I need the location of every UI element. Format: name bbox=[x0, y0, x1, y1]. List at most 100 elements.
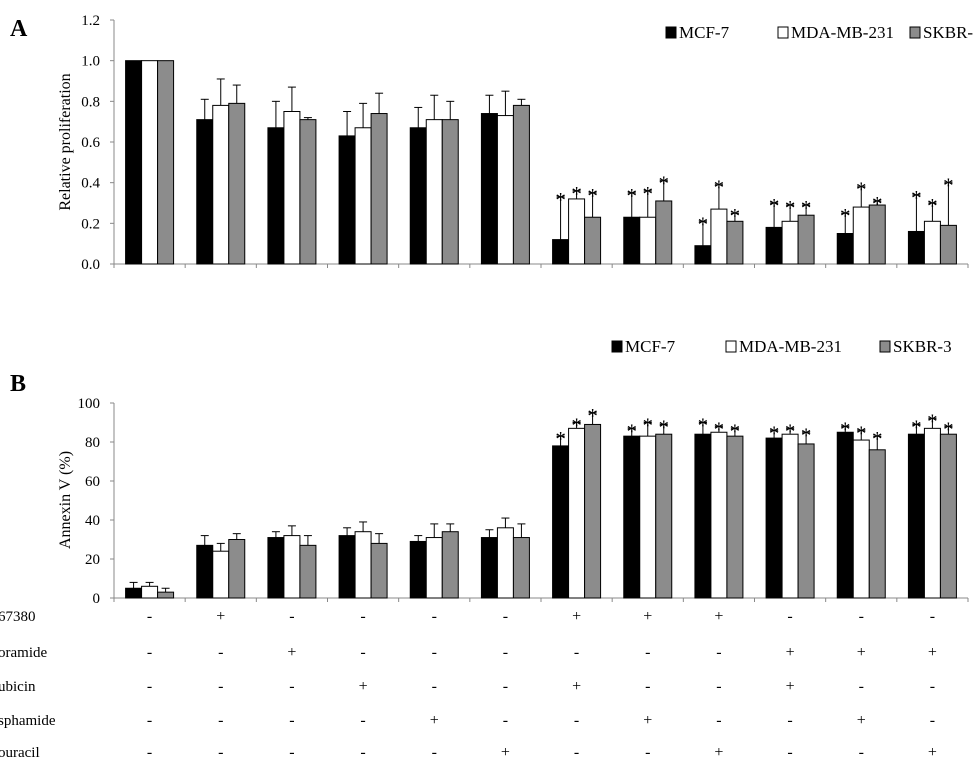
treatment-minus: - bbox=[147, 744, 152, 761]
bar-mcf-7 bbox=[338, 535, 356, 599]
bar-mcf-7 bbox=[836, 233, 854, 265]
treatment-minus: - bbox=[503, 644, 508, 661]
treatment-minus: - bbox=[360, 744, 365, 761]
bar-mcf-7 bbox=[125, 60, 143, 265]
treatment-minus: - bbox=[218, 712, 223, 729]
significance-star: * bbox=[872, 192, 883, 216]
bar-mda-mb-231 bbox=[852, 439, 870, 599]
bar-mcf-7 bbox=[409, 540, 427, 599]
bar-mda-mb-231 bbox=[923, 427, 941, 599]
treatment-minus: - bbox=[503, 678, 508, 695]
bar-mda-mb-231 bbox=[212, 550, 230, 599]
significance-star: * bbox=[555, 188, 566, 212]
treatment-minus: - bbox=[147, 712, 152, 729]
bar-mda-mb-231 bbox=[781, 220, 799, 265]
treatment-minus: - bbox=[432, 744, 437, 761]
treatment-minus: - bbox=[147, 608, 152, 625]
bar-skbr-3 bbox=[939, 433, 957, 599]
treatment-minus: - bbox=[360, 712, 365, 729]
bar-mcf-7 bbox=[267, 127, 285, 265]
bar-mda-mb-231 bbox=[141, 585, 159, 599]
bar-mda-mb-231 bbox=[496, 527, 514, 599]
significance-star: * bbox=[659, 172, 670, 196]
significance-star: * bbox=[730, 419, 741, 443]
treatment-plus: + bbox=[857, 712, 866, 729]
bar-skbr-3 bbox=[228, 102, 246, 265]
treatment-minus: - bbox=[787, 744, 792, 761]
treatment-minus: - bbox=[503, 712, 508, 729]
significance-star: * bbox=[571, 414, 582, 438]
bar-mcf-7 bbox=[836, 431, 854, 599]
treatment-plus: + bbox=[359, 678, 368, 695]
bar-mda-mb-231 bbox=[425, 537, 443, 599]
significance-star: * bbox=[698, 212, 709, 236]
significance-star: * bbox=[943, 417, 954, 441]
treatment-minus: - bbox=[432, 644, 437, 661]
bar-mda-mb-231 bbox=[568, 427, 586, 599]
y-tick-label: 40 bbox=[85, 513, 100, 529]
y-tick-label: 0.0 bbox=[81, 257, 100, 273]
significance-star: * bbox=[730, 204, 741, 228]
y-tick-label: 60 bbox=[85, 474, 100, 490]
significance-star: * bbox=[769, 194, 780, 218]
bar-mda-mb-231 bbox=[639, 435, 657, 599]
bar-mcf-7 bbox=[338, 135, 356, 265]
bar-skbr-3 bbox=[726, 435, 744, 599]
treatment-plus: + bbox=[430, 712, 439, 729]
significance-star: * bbox=[555, 427, 566, 451]
significance-star: * bbox=[872, 427, 883, 451]
significance-star: * bbox=[801, 196, 812, 220]
legend-swatch bbox=[611, 340, 623, 353]
bar-mda-mb-231 bbox=[710, 208, 728, 265]
treatment-minus: - bbox=[859, 608, 864, 625]
treatment-table: 67380 - + - - - - + + + - - - oramide - - + - - - - - - + + + ubic… bbox=[0, 608, 937, 761]
significance-star: * bbox=[571, 182, 582, 206]
treatment-minus: - bbox=[930, 678, 935, 695]
bar-mda-mb-231 bbox=[141, 60, 159, 265]
treatment-row-label: oramide bbox=[0, 645, 47, 661]
bar-mcf-7 bbox=[552, 445, 570, 599]
y-tick-label: 0.6 bbox=[81, 135, 100, 151]
treatment-minus: - bbox=[503, 608, 508, 625]
bar-mcf-7 bbox=[907, 230, 925, 265]
treatment-plus: + bbox=[928, 644, 937, 661]
legend-swatch bbox=[665, 26, 677, 39]
bar-skbr-3 bbox=[868, 449, 886, 599]
legend-label: MCF-7 bbox=[679, 23, 730, 42]
bar-skbr-3 bbox=[370, 542, 388, 599]
significance-star: * bbox=[840, 417, 851, 441]
bar-skbr-3 bbox=[584, 423, 602, 599]
treatment-minus: - bbox=[930, 712, 935, 729]
significance-star: * bbox=[587, 184, 598, 208]
y-tick-label: 0.2 bbox=[81, 216, 100, 232]
treatment-minus: - bbox=[716, 712, 721, 729]
significance-star: * bbox=[785, 419, 796, 443]
treatment-minus: - bbox=[289, 744, 294, 761]
panel-letter: B bbox=[10, 371, 26, 397]
treatment-row-label: ouracil bbox=[0, 745, 40, 761]
bar-mcf-7 bbox=[196, 544, 214, 599]
significance-star: * bbox=[840, 204, 851, 228]
significance-star: * bbox=[801, 423, 812, 447]
legend-swatch bbox=[909, 26, 921, 39]
y-tick-label: 20 bbox=[85, 552, 100, 568]
legend-swatch bbox=[725, 340, 737, 353]
bar-mcf-7 bbox=[196, 119, 214, 265]
treatment-minus: - bbox=[930, 608, 935, 625]
y-tick-label: 0.4 bbox=[81, 176, 100, 192]
bar-mcf-7 bbox=[480, 113, 498, 265]
treatment-plus: + bbox=[643, 608, 652, 625]
treatment-plus: + bbox=[857, 644, 866, 661]
y-axis-title: Relative proliferation bbox=[57, 73, 74, 210]
significance-star: * bbox=[714, 417, 725, 441]
bar-skbr-3 bbox=[797, 443, 815, 599]
bar-skbr-3 bbox=[157, 60, 175, 265]
bar-mcf-7 bbox=[409, 127, 427, 265]
treatment-minus: - bbox=[645, 678, 650, 695]
legend: MCF-7 MDA-MB-231 SKBR-3 bbox=[611, 337, 952, 356]
treatment-plus: + bbox=[928, 744, 937, 761]
bar-mda-mb-231 bbox=[781, 433, 799, 599]
bar-mda-mb-231 bbox=[212, 104, 230, 265]
bar-mcf-7 bbox=[552, 239, 570, 265]
bar-mcf-7 bbox=[694, 433, 712, 599]
